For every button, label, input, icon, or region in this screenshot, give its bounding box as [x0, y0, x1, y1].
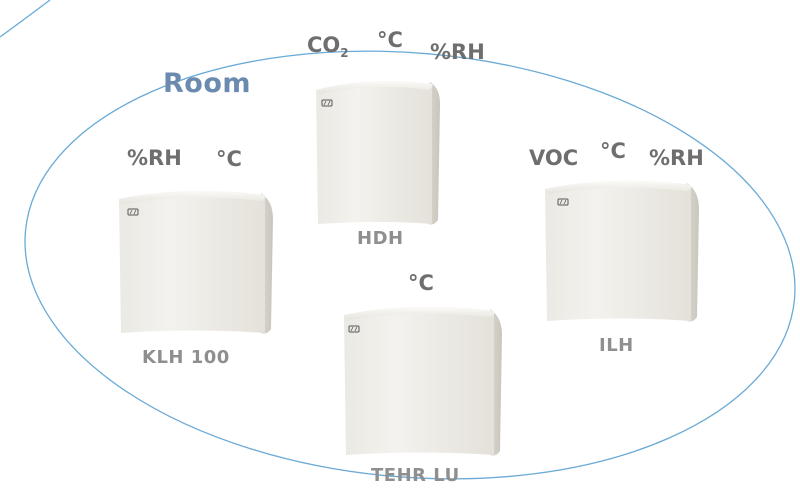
pd-logo-icon	[321, 99, 333, 107]
co2-text: CO	[307, 33, 341, 57]
ilh-sensor-device	[541, 175, 701, 325]
pd-logo-icon	[127, 208, 139, 216]
ilh-temp-label: °C	[600, 139, 626, 163]
hdh-temp-label: °C	[377, 28, 403, 52]
ilh-name: ILH	[599, 335, 634, 356]
pd-logo-icon	[348, 325, 360, 333]
co2-subscript: 2	[340, 46, 349, 60]
hdh-humidity-label: %RH	[430, 40, 485, 64]
hdh-sensor-device	[310, 74, 444, 228]
corner-arc	[0, 0, 51, 38]
hdh-name: HDH	[357, 228, 404, 249]
klh-humidity-label: %RH	[127, 146, 182, 170]
pd-logo-icon	[557, 198, 569, 206]
room-boundary	[24, 50, 796, 480]
voc-label: VOC	[529, 146, 579, 170]
klh-temp-label: °C	[216, 147, 242, 171]
room-label: Room	[163, 68, 252, 99]
tehr-lu-name: TEHR LU	[371, 465, 460, 486]
tehr-lu-sensor-device	[340, 301, 504, 459]
klh-100-sensor-device	[115, 185, 275, 337]
ilh-humidity-label: %RH	[649, 146, 704, 170]
klh-100-name: KLH 100	[142, 347, 230, 368]
co2-label: CO2	[307, 33, 349, 60]
tehr-temp-label: °C	[408, 271, 434, 295]
